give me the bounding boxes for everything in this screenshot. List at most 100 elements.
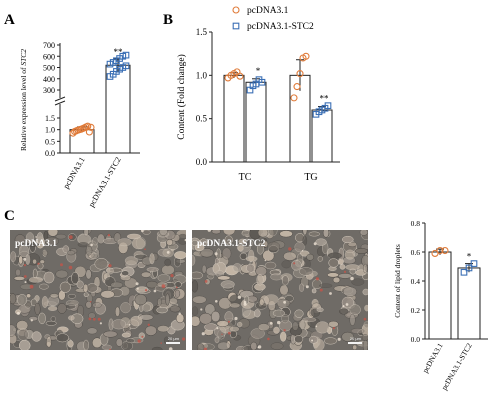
cell-shape [361,334,368,341]
lipid-droplet [350,276,354,281]
b-point-control [293,83,301,91]
c-xtick-label: pcDNA3.1-STC2 [440,341,474,391]
lipid-droplet [184,238,186,242]
cell-shape [65,299,79,306]
c-point-control [436,247,444,255]
cell-shape [245,256,258,262]
c-bar-control [428,251,452,340]
lipid-droplet [68,265,73,270]
cell-shape [341,331,355,342]
a-axis-break [54,96,66,106]
cell-shape [308,231,320,237]
cell-shape [294,309,304,318]
cell-shape [57,303,67,314]
cell-shape [280,331,287,342]
micrograph-control-texture [10,230,186,350]
cell-shape [192,306,199,317]
a-point-stc2 [122,51,130,59]
cell-shape [210,310,221,323]
cell-shape [345,264,360,271]
a-point-control [85,128,93,136]
a-bar-stc2 [105,64,131,154]
c-point-control [441,247,449,255]
cell-shape [200,248,214,258]
cell-shape [165,293,170,306]
cell-shape [144,325,157,336]
cell-shape [229,302,241,309]
cell-shape [47,306,58,311]
lipid-droplet [89,301,92,303]
cell-shape [174,251,186,260]
lipid-droplet [227,320,230,323]
a-ytick-label: 500 [43,64,55,73]
cell-shape [18,255,24,265]
lipid-droplet [136,287,139,290]
lipid-droplet [305,285,309,289]
lipid-droplet [257,345,262,349]
cell-shape [283,251,297,261]
lipid-droplet [267,337,270,341]
cell-shape [315,238,327,246]
a-point-control [87,123,95,131]
c-point-stc2 [460,268,468,276]
cell-shape [76,280,84,289]
cell-shape [196,343,205,350]
scale-bar-stc2 [348,342,362,344]
cell-shape [299,283,305,292]
lipid-droplet [243,300,247,304]
cell-shape [26,293,32,299]
lipid-droplet [214,252,218,256]
cell-shape [117,238,132,247]
cell-shape [44,236,59,246]
cell-shape [18,244,30,258]
lipid-droplet [315,277,319,281]
cell-shape [192,315,201,327]
lipid-droplet [30,319,33,322]
cell-shape [192,280,199,293]
b-legend-label-stc2: pcDNA3.1-STC2 [247,22,314,32]
lipid-droplet [168,347,173,350]
cell-shape [94,258,109,270]
cell-shape [66,250,76,256]
cell-shape [114,306,121,317]
cell-shape [217,275,231,281]
cell-shape [350,328,365,334]
cell-shape [332,276,341,284]
lipid-droplet [170,274,174,278]
cell-shape [228,325,240,333]
a-ytick-label: 0.5 [45,137,55,146]
cell-shape [149,253,155,265]
cell-shape [82,283,89,293]
a-significance: ** [114,47,124,57]
cell-shape [317,255,323,262]
cell-shape [25,232,35,244]
a-ytick-label: 600 [43,52,55,61]
cell-shape [363,321,368,329]
cell-shape [217,341,231,350]
lipid-droplet [107,234,111,237]
cell-shape [246,263,256,273]
lipid-droplet [24,281,27,284]
cell-shape [32,258,37,265]
cell-shape [55,233,67,240]
cell-shape [267,230,278,237]
scale-bar-label-stc2: 20 μm [349,336,361,341]
panel-letter-a: A [4,12,15,28]
lipid-droplet [99,322,102,325]
cell-shape [281,275,289,286]
lipid-droplet [269,321,273,325]
lipid-droplet [301,250,304,252]
cell-shape [164,258,172,267]
c-ytick-label: 0.4 [411,277,421,286]
lipid-droplet [343,270,347,273]
c-ytick-label: 0.2 [411,306,421,315]
cell-shape [306,253,314,261]
cell-shape [237,321,243,328]
cell-shape [134,293,147,306]
lipid-droplet [23,264,26,267]
cell-shape [140,271,152,278]
cell-shape [250,328,265,339]
cell-shape [311,288,317,294]
lipid-droplet [264,259,267,262]
lipid-droplet [141,335,144,338]
